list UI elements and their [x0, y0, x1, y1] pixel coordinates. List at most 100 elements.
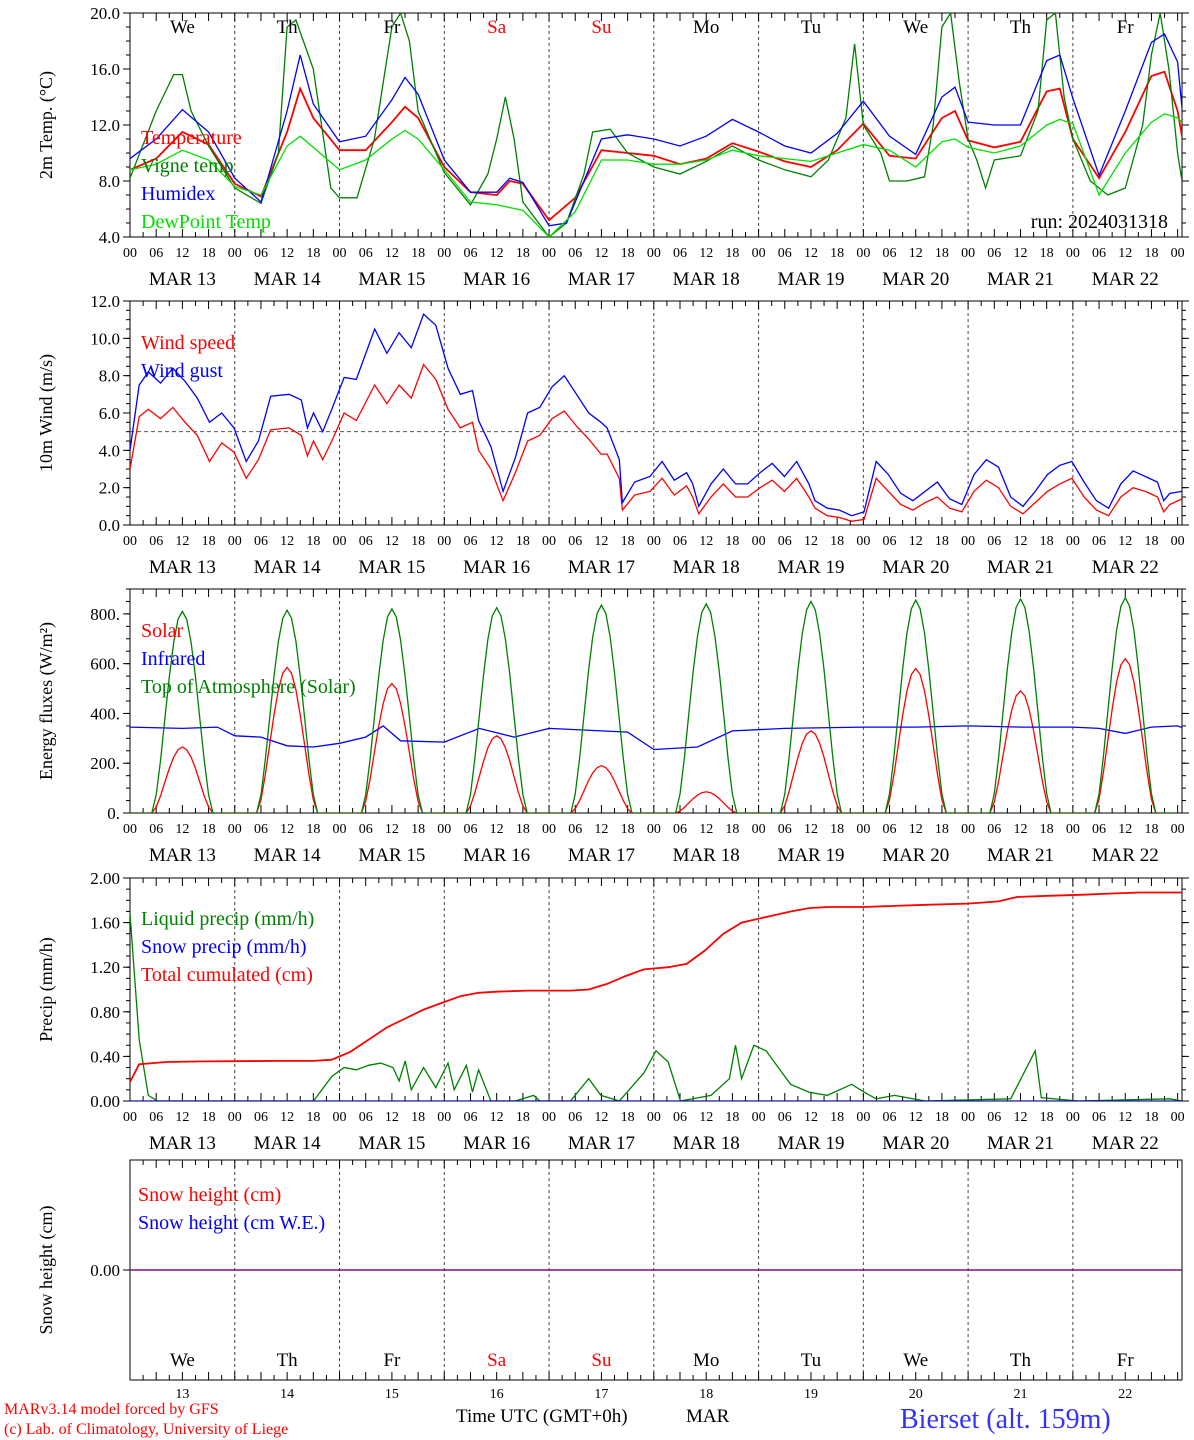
hour-tick-label: 06: [149, 246, 163, 261]
hour-tick-label: 18: [516, 246, 530, 261]
y-tick-label: 4.0: [99, 441, 120, 460]
legend-entry: Vigne temp: [141, 155, 234, 177]
hour-tick-label: 06: [1092, 822, 1106, 837]
hour-tick-label: 12: [1118, 246, 1132, 261]
hour-tick-label: 12: [280, 534, 294, 549]
hour-tick-label: 18: [1144, 1110, 1158, 1125]
date-label: MAR 14: [254, 1133, 322, 1154]
date-label: MAR 14: [254, 269, 322, 290]
hour-tick-label: 12: [1118, 534, 1132, 549]
day-name-bottom: Tu: [801, 1350, 822, 1371]
hour-tick-label: 06: [1092, 534, 1106, 549]
hour-tick-label: 06: [149, 822, 163, 837]
hour-tick-label: 12: [385, 1110, 399, 1125]
day-name-bottom: Mo: [693, 1350, 719, 1371]
hour-tick-label: 12: [804, 822, 818, 837]
hour-tick-label: 12: [804, 534, 818, 549]
hour-tick-label: 06: [463, 534, 477, 549]
day-number: 22: [1118, 1387, 1132, 1402]
hour-tick-label: 18: [725, 822, 739, 837]
hour-tick-label: 18: [1040, 1110, 1054, 1125]
y-axis-label: Snow height (cm): [36, 1206, 57, 1335]
hour-tick-label: 00: [1171, 534, 1185, 549]
hour-tick-label: 12: [909, 246, 923, 261]
station-label: Bierset (alt. 159m): [900, 1404, 1111, 1435]
hour-tick-label: 18: [306, 534, 320, 549]
hour-tick-label: 12: [175, 1110, 189, 1125]
hour-tick-label: 06: [254, 246, 268, 261]
y-tick-label: 6.0: [99, 404, 120, 423]
series-line-wind-speed: [130, 363, 1182, 522]
hour-tick-label: 18: [411, 822, 425, 837]
hour-tick-label: 00: [228, 246, 242, 261]
hour-tick-label: 12: [280, 1110, 294, 1125]
day-number: 18: [699, 1387, 713, 1402]
hour-tick-label: 18: [516, 534, 530, 549]
hour-tick-label: 18: [202, 246, 216, 261]
hour-tick-label: 12: [699, 534, 713, 549]
hour-tick-label: 00: [647, 534, 661, 549]
series-group: [130, 596, 1182, 813]
hour-tick-label: 00: [856, 246, 870, 261]
day-number: 17: [594, 1387, 608, 1402]
hour-tick-label: 18: [411, 534, 425, 549]
day-name-bottom: Fr: [1117, 1350, 1135, 1371]
date-label: MAR 18: [673, 269, 740, 290]
date-label: MAR 19: [777, 557, 844, 578]
hour-tick-label: 12: [280, 246, 294, 261]
hour-tick-label: 18: [411, 246, 425, 261]
hour-tick-label: 06: [987, 822, 1001, 837]
series-line-vigne-temp: [130, 13, 1182, 237]
hour-tick-label: 00: [123, 534, 137, 549]
panel-1: 4.0 8.0 12.0 16.0 20.0 2m Temp. (°C) Temperatu…: [36, 4, 1189, 290]
hour-tick-label: 18: [1144, 534, 1158, 549]
hour-tick-label: 18: [935, 822, 949, 837]
hour-tick-label: 18: [306, 822, 320, 837]
day-number: 20: [909, 1387, 923, 1402]
series-line-humidex: [130, 33, 1182, 227]
y-tick-label: 0.: [107, 804, 120, 823]
date-label: MAR 20: [882, 269, 949, 290]
x-axis-month: MAR: [686, 1406, 730, 1427]
hour-tick-label: 12: [909, 1110, 923, 1125]
hour-tick-label: 00: [228, 822, 242, 837]
y-tick-label: 200.: [90, 754, 120, 773]
hour-tick-label: 12: [490, 534, 504, 549]
hour-tick-label: 12: [699, 1110, 713, 1125]
day-number: 21: [1013, 1387, 1027, 1402]
footer-lab: (c) Lab. of Climatology, University of L…: [4, 1421, 288, 1438]
date-label: MAR 20: [882, 557, 949, 578]
date-label: MAR 13: [149, 1133, 216, 1154]
legend-entry: Liquid precip (mm/h): [141, 908, 314, 930]
y-tick-label: 0.80: [90, 1003, 120, 1022]
hour-tick-label: 06: [463, 246, 477, 261]
legend-entry: Wind speed: [141, 332, 235, 354]
hour-tick-label: 18: [516, 1110, 530, 1125]
hour-tick-label: 18: [621, 822, 635, 837]
y-tick-label: 0.00: [90, 1092, 120, 1111]
y-tick-label: 4.0: [99, 228, 120, 247]
hour-tick-label: 00: [1066, 246, 1080, 261]
hour-tick-label: 06: [359, 534, 373, 549]
hour-tick-label: 06: [359, 1110, 373, 1125]
y-axis-label: 2m Temp. (°C): [36, 71, 57, 179]
hour-tick-label: 18: [1040, 534, 1054, 549]
y-tick-label: 8.0: [99, 367, 120, 386]
date-label: MAR 22: [1092, 1133, 1159, 1154]
day-name-top: Sa: [487, 17, 507, 38]
hour-tick-label: 12: [385, 246, 399, 261]
hour-tick-label: 00: [542, 534, 556, 549]
date-label: MAR 22: [1092, 845, 1159, 866]
hour-tick-label: 06: [778, 822, 792, 837]
plot-frame: [129, 300, 1183, 526]
hour-tick-label: 06: [1092, 1110, 1106, 1125]
hour-tick-label: 12: [909, 822, 923, 837]
panel-3: 0. 200. 400. 600. 800. Energy fluxes (W/m²) So…: [36, 588, 1189, 866]
date-label: MAR 21: [987, 845, 1054, 866]
day-name-top: Tu: [801, 17, 822, 38]
hour-tick-label: 06: [883, 246, 897, 261]
hour-tick-label: 06: [987, 1110, 1001, 1125]
hour-tick-label: 18: [621, 246, 635, 261]
hour-tick-label: 00: [961, 1110, 975, 1125]
hour-tick-label: 06: [568, 534, 582, 549]
